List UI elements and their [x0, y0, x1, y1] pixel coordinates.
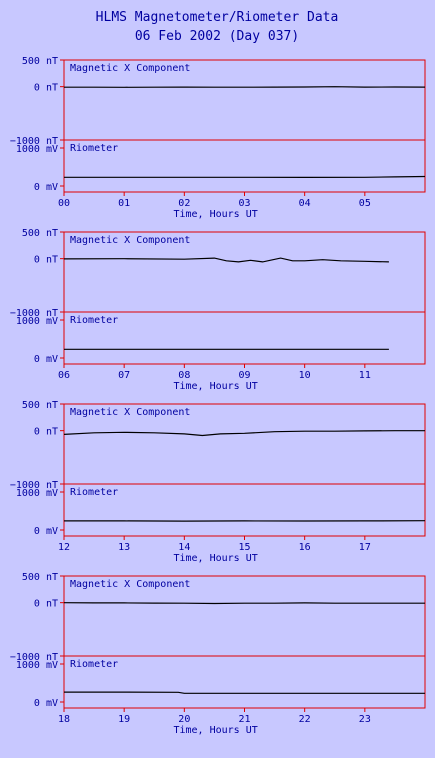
panel-18-23: Magnetic X Component 500 nT 0 nT −1000 nT Ri… [10, 572, 426, 736]
x-tick-label: 21 [238, 714, 250, 725]
mag-ytick-label: 0 nT [34, 599, 58, 610]
rio-ytick-label: 0 mV [34, 526, 58, 537]
rio-ytick-label: 1000 mV [16, 144, 58, 155]
panel-00-05: Magnetic X Component 500 nT 0 nT −1000 nT Ri… [10, 56, 426, 220]
x-tick-label: 01 [118, 198, 130, 209]
x-tick-label: 14 [178, 542, 190, 553]
mag-ytick-label: 500 nT [22, 228, 58, 239]
x-tick-label: 13 [118, 542, 130, 553]
mag-ytick-label: 0 nT [34, 255, 58, 266]
rio-trace [64, 691, 425, 694]
x-axis-label: Time, Hours UT [173, 209, 257, 220]
x-axis-label: Time, Hours UT [173, 725, 257, 736]
mag-ytick-label: 0 nT [34, 83, 58, 94]
mag-ytick-label: 500 nT [22, 572, 58, 583]
rio-panel-label: Riometer [70, 315, 118, 326]
mag-ytick-label: −1000 nT [10, 308, 58, 319]
mag-ytick-label: −1000 nT [10, 652, 58, 663]
x-tick-label: 09 [238, 370, 250, 381]
mag-ytick-label: 0 nT [34, 427, 58, 438]
rio-ytick-label: 0 mV [34, 354, 58, 365]
rio-ytick-label: 1000 mV [16, 660, 58, 671]
x-tick-label: 20 [178, 714, 190, 725]
x-tick-label: 07 [118, 370, 130, 381]
chart-subtitle: 06 Feb 2002 (Day 037) [135, 29, 299, 44]
mag-ytick-label: −1000 nT [10, 136, 58, 147]
rio-ytick-label: 1000 mV [16, 316, 58, 327]
mag-ytick-label: 500 nT [22, 400, 58, 411]
mag-panel-label: Magnetic X Component [70, 579, 190, 590]
panel-12-17: Magnetic X Component 500 nT 0 nT −1000 nT Ri… [10, 400, 426, 564]
mag-panel-label: Magnetic X Component [70, 63, 190, 74]
mag-trace [63, 430, 425, 437]
mag-trace [63, 602, 425, 605]
x-tick-label: 16 [299, 542, 311, 553]
mag-ytick-label: 500 nT [22, 56, 58, 67]
x-tick-label: 23 [359, 714, 371, 725]
x-tick-label: 04 [299, 198, 311, 209]
rio-ytick-label: 1000 mV [16, 488, 58, 499]
x-tick-label: 11 [359, 370, 371, 381]
rio-trace [64, 175, 426, 178]
rio-ytick-label: 0 mV [34, 182, 58, 193]
x-tick-label: 18 [58, 714, 70, 725]
x-tick-label: 03 [238, 198, 250, 209]
x-tick-label: 06 [58, 370, 70, 381]
x-tick-label: 10 [299, 370, 311, 381]
x-tick-label: 08 [178, 370, 190, 381]
mag-panel-label: Magnetic X Component [70, 407, 190, 418]
x-axis-label: Time, Hours UT [173, 381, 257, 392]
x-tick-label: 22 [299, 714, 311, 725]
panel-06-11: Magnetic X Component 500 nT 0 nT −1000 nT Ri… [10, 228, 426, 392]
x-axis-label: Time, Hours UT [173, 553, 257, 564]
mag-trace [64, 86, 426, 88]
mag-panel-label: Magnetic X Component [70, 235, 190, 246]
rio-panel-label: Riometer [70, 659, 118, 670]
chart-title: HLMS Magnetometer/Riometer Data [96, 10, 339, 25]
x-tick-label: 02 [178, 198, 190, 209]
rio-ytick-label: 0 mV [34, 698, 58, 709]
rio-panel-label: Riometer [70, 143, 118, 154]
x-tick-label: 19 [118, 714, 130, 725]
x-tick-label: 17 [359, 542, 371, 553]
x-tick-label: 15 [238, 542, 250, 553]
mag-trace [63, 257, 389, 263]
rio-panel-label: Riometer [70, 487, 118, 498]
x-tick-label: 12 [58, 542, 70, 553]
mag-ytick-label: −1000 nT [10, 480, 58, 491]
day-panels: Magnetic X Component 500 nT 0 nT −1000 nT Ri… [10, 56, 426, 736]
x-tick-label: 05 [359, 198, 371, 209]
x-tick-label: 00 [58, 198, 70, 209]
